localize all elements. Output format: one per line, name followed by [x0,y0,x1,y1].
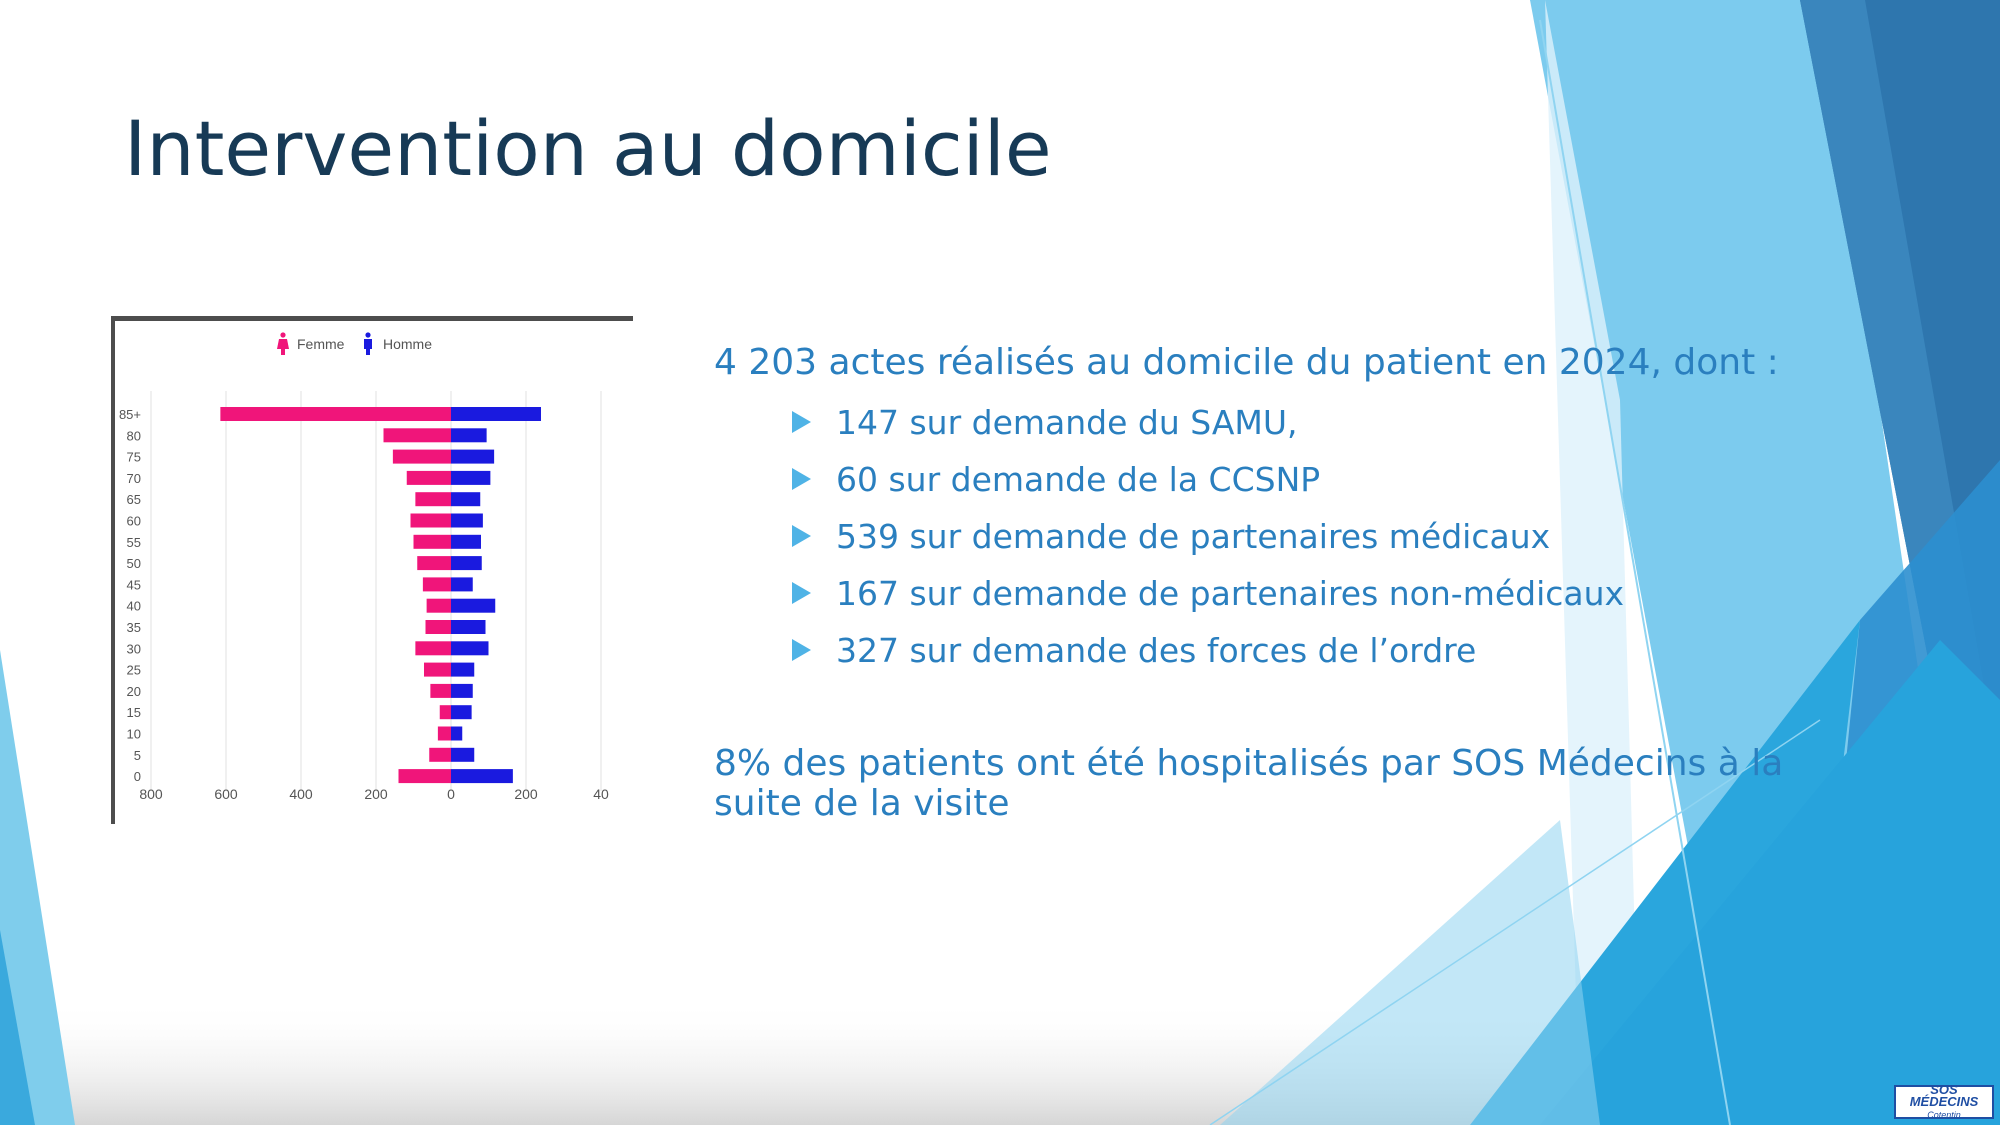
age-label: 70 [127,471,141,486]
population-pyramid-chart: 85+ 80 75 70 65 60 55 50 45 40 35 30 25 20 15 10 5 0 800 6… [111,316,633,824]
x-tick-labels: 800 600 400 200 0 200 40 [139,786,609,802]
x-tick-label: 0 [447,786,455,802]
list-item: 147 sur demande du SAMU, [792,394,1794,451]
bar-femme-75 [392,449,451,464]
list-item-text: 147 sur demande du SAMU, [836,403,1298,442]
age-label: 25 [127,663,141,678]
list-item: 539 sur demande de partenaires médicaux [792,508,1794,565]
bar-homme-0 [451,769,513,784]
bar-homme-30 [451,641,489,656]
slide-title: Intervention au domicile [124,104,1052,193]
age-label: 30 [127,641,141,656]
age-label: 55 [127,535,141,550]
age-label: 20 [127,684,141,699]
age-label: 5 [134,748,141,763]
legend-femme: Femme [297,336,345,352]
bar-femme-30 [415,641,451,656]
hospitalisation-stat: 8% des patients ont été hospitalisés par… [714,743,1784,824]
bar-femme-55 [413,534,451,549]
bar-homme-15 [451,705,472,720]
bar-femme-85+ [220,407,451,421]
triangle-bullet-icon [792,468,811,490]
triangle-bullet-icon [792,525,811,547]
logo-text: SOS MÉDECINS Cotentin [1909,1081,1979,1120]
list-item: 327 sur demande des forces de l’ordre [792,622,1794,679]
age-label: 10 [127,727,141,742]
bar-femme-80 [383,428,451,443]
bar-femme-60 [410,513,451,528]
list-item-text: 539 sur demande de partenaires médicaux [836,517,1551,556]
legend-homme: Homme [383,336,432,352]
content-block: 4 203 actes réalisés au domicile du pati… [714,338,1794,679]
age-label: 60 [127,514,141,529]
age-label: 40 [127,599,141,614]
lead-text: 4 203 actes réalisés au domicile du pati… [714,342,1779,383]
bar-femme-65 [415,492,451,507]
bar-homme-25 [451,662,475,677]
bar-homme-75 [451,449,495,464]
gridlines [150,391,602,791]
x-tick-label: 600 [214,786,238,802]
age-label: 50 [127,556,141,571]
x-tick-label: 400 [289,786,313,802]
x-tick-label: 800 [139,786,163,802]
x-tick-label: 200 [364,786,388,802]
bar-homme-5 [451,747,475,762]
bar-homme-85+ [451,407,541,421]
age-label: 85+ [119,407,141,422]
age-label: 15 [127,705,141,720]
bar-homme-35 [451,620,486,634]
bar-femme-45 [422,577,451,592]
bar-femme-70 [406,470,451,485]
list-item-text: 327 sur demande des forces de l’ordre [836,631,1477,670]
bar-femme-40 [426,598,451,613]
bar-homme-10 [451,726,463,741]
request-list: 147 sur demande du SAMU, 60 sur demande … [714,394,1794,679]
age-label: 45 [127,577,141,592]
bar-homme-55 [451,534,481,549]
bar-homme-65 [451,492,481,507]
list-item: 60 sur demande de la CCSNP [792,451,1794,508]
list-item-text: 60 sur demande de la CCSNP [836,460,1321,499]
legend: Femme Homme [277,332,432,355]
age-label: 65 [127,492,141,507]
bar-homme-20 [451,683,473,698]
x-tick-label: 200 [514,786,538,802]
triangle-bullet-icon [792,582,811,604]
bar-homme-80 [451,428,487,443]
bar-homme-40 [451,598,496,613]
bar-femme-50 [417,556,451,571]
bar-homme-70 [451,470,491,485]
homme-icon [364,332,372,355]
bar-femme-25 [424,662,451,677]
bar-homme-45 [451,577,473,592]
sos-medecins-logo: SOS MÉDECINS Cotentin [1894,1081,1994,1120]
bar-femme-5 [429,747,451,762]
femme-icon [277,332,289,355]
bars [220,407,541,784]
bar-homme-60 [451,513,483,528]
bar-femme-20 [430,683,451,698]
bar-femme-15 [439,705,451,720]
bar-femme-10 [437,726,451,741]
age-label: 0 [134,769,141,784]
age-label: 35 [127,620,141,635]
triangle-bullet-icon [792,411,811,433]
list-item: 167 sur demande de partenaires non-médic… [792,565,1794,622]
bar-femme-35 [425,620,451,634]
bar-femme-0 [398,769,451,784]
list-item-text: 167 sur demande de partenaires non-médic… [836,574,1625,613]
bar-homme-50 [451,556,482,571]
triangle-bullet-icon [792,639,811,661]
x-tick-label: 40 [593,786,609,802]
age-label: 75 [127,450,141,465]
age-label: 80 [127,428,141,443]
